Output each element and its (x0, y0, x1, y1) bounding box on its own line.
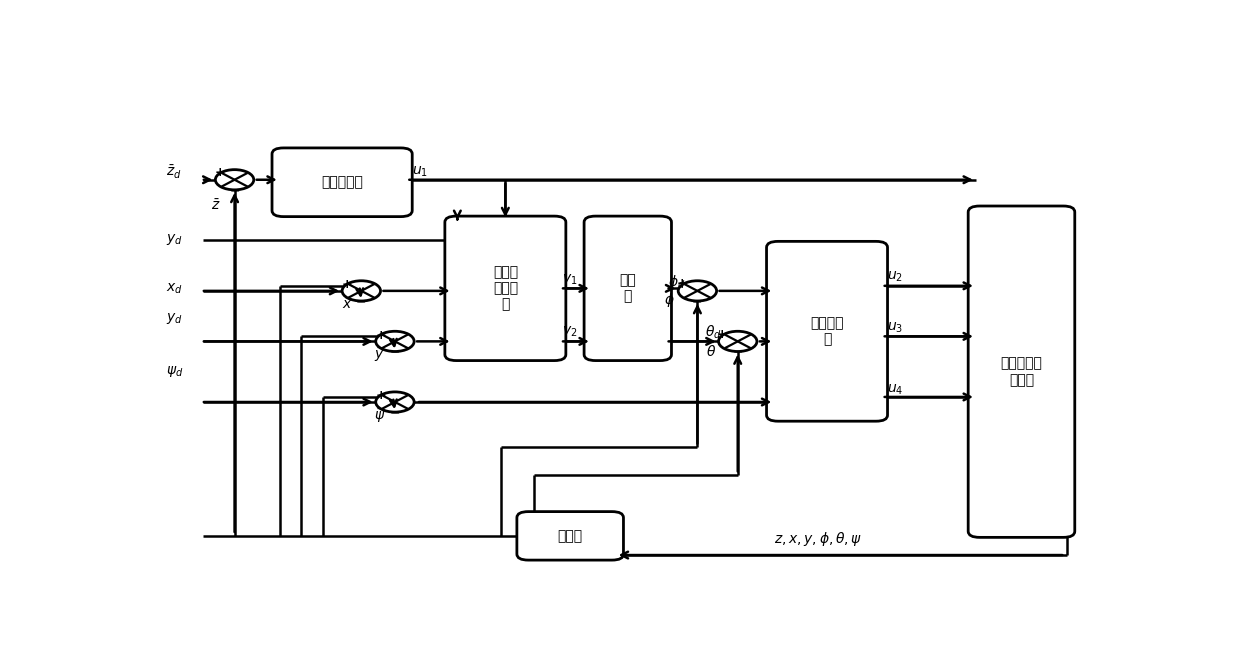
Text: +: + (214, 166, 225, 179)
Text: −: − (356, 295, 367, 308)
Text: +: + (676, 277, 688, 291)
Text: $u_4$: $u_4$ (887, 382, 903, 397)
Text: $\bar{y}$: $\bar{y}$ (374, 346, 384, 364)
Text: +: + (717, 328, 727, 341)
Text: 姿态控制
器: 姿态控制 器 (810, 316, 844, 346)
Text: −: − (390, 407, 400, 420)
FancyBboxPatch shape (517, 512, 623, 560)
Text: +: + (375, 390, 385, 402)
Circle shape (678, 281, 716, 301)
Text: $z,x,y,\phi,\theta,\psi$: $z,x,y,\phi,\theta,\psi$ (774, 531, 862, 548)
Text: 水平位
置控制
器: 水平位 置控制 器 (493, 265, 518, 312)
Text: $y_d$: $y_d$ (166, 232, 183, 247)
FancyBboxPatch shape (273, 148, 413, 216)
Text: 传感器: 传感器 (558, 529, 582, 543)
Text: $\bar{\phi}$: $\bar{\phi}$ (664, 289, 674, 310)
Text: $x_d$: $x_d$ (166, 281, 183, 296)
Text: $u_3$: $u_3$ (887, 321, 903, 335)
Circle shape (216, 170, 254, 190)
Text: −: − (229, 184, 240, 197)
FancyBboxPatch shape (767, 241, 887, 421)
Text: 高度控制器: 高度控制器 (321, 175, 363, 190)
Text: $v_1$: $v_1$ (563, 272, 577, 287)
Text: $\bar{z}$: $\bar{z}$ (211, 199, 221, 213)
FancyBboxPatch shape (968, 206, 1074, 537)
Circle shape (375, 331, 414, 352)
Text: $\theta_d$: $\theta_d$ (705, 324, 722, 342)
Text: +: + (342, 278, 352, 291)
FancyBboxPatch shape (584, 216, 672, 361)
Text: 逆变
器: 逆变 器 (620, 274, 636, 304)
Text: −: − (732, 346, 743, 359)
Text: $\bar{x}$: $\bar{x}$ (342, 297, 353, 312)
Circle shape (342, 281, 380, 301)
Text: $\psi_d$: $\psi_d$ (166, 364, 183, 379)
Text: +: + (375, 329, 385, 342)
Circle shape (375, 392, 414, 412)
Text: $\bar{z}_d$: $\bar{z}_d$ (166, 163, 182, 181)
Text: $u_1$: $u_1$ (413, 165, 429, 179)
Text: $\bar{\psi}$: $\bar{\psi}$ (374, 407, 385, 424)
Text: $\bar{\theta}$: $\bar{\theta}$ (706, 342, 716, 360)
Text: $y_d$: $y_d$ (166, 311, 183, 326)
Text: −: − (693, 295, 703, 308)
Text: −: − (390, 346, 400, 359)
FancyBboxPatch shape (445, 216, 566, 361)
Text: 四旋翼无人
飞行器: 四旋翼无人 飞行器 (1001, 357, 1042, 387)
Circle shape (719, 331, 757, 352)
Text: $v_2$: $v_2$ (563, 325, 577, 340)
Text: $\phi_d$: $\phi_d$ (668, 273, 685, 291)
Text: $u_2$: $u_2$ (887, 270, 902, 284)
